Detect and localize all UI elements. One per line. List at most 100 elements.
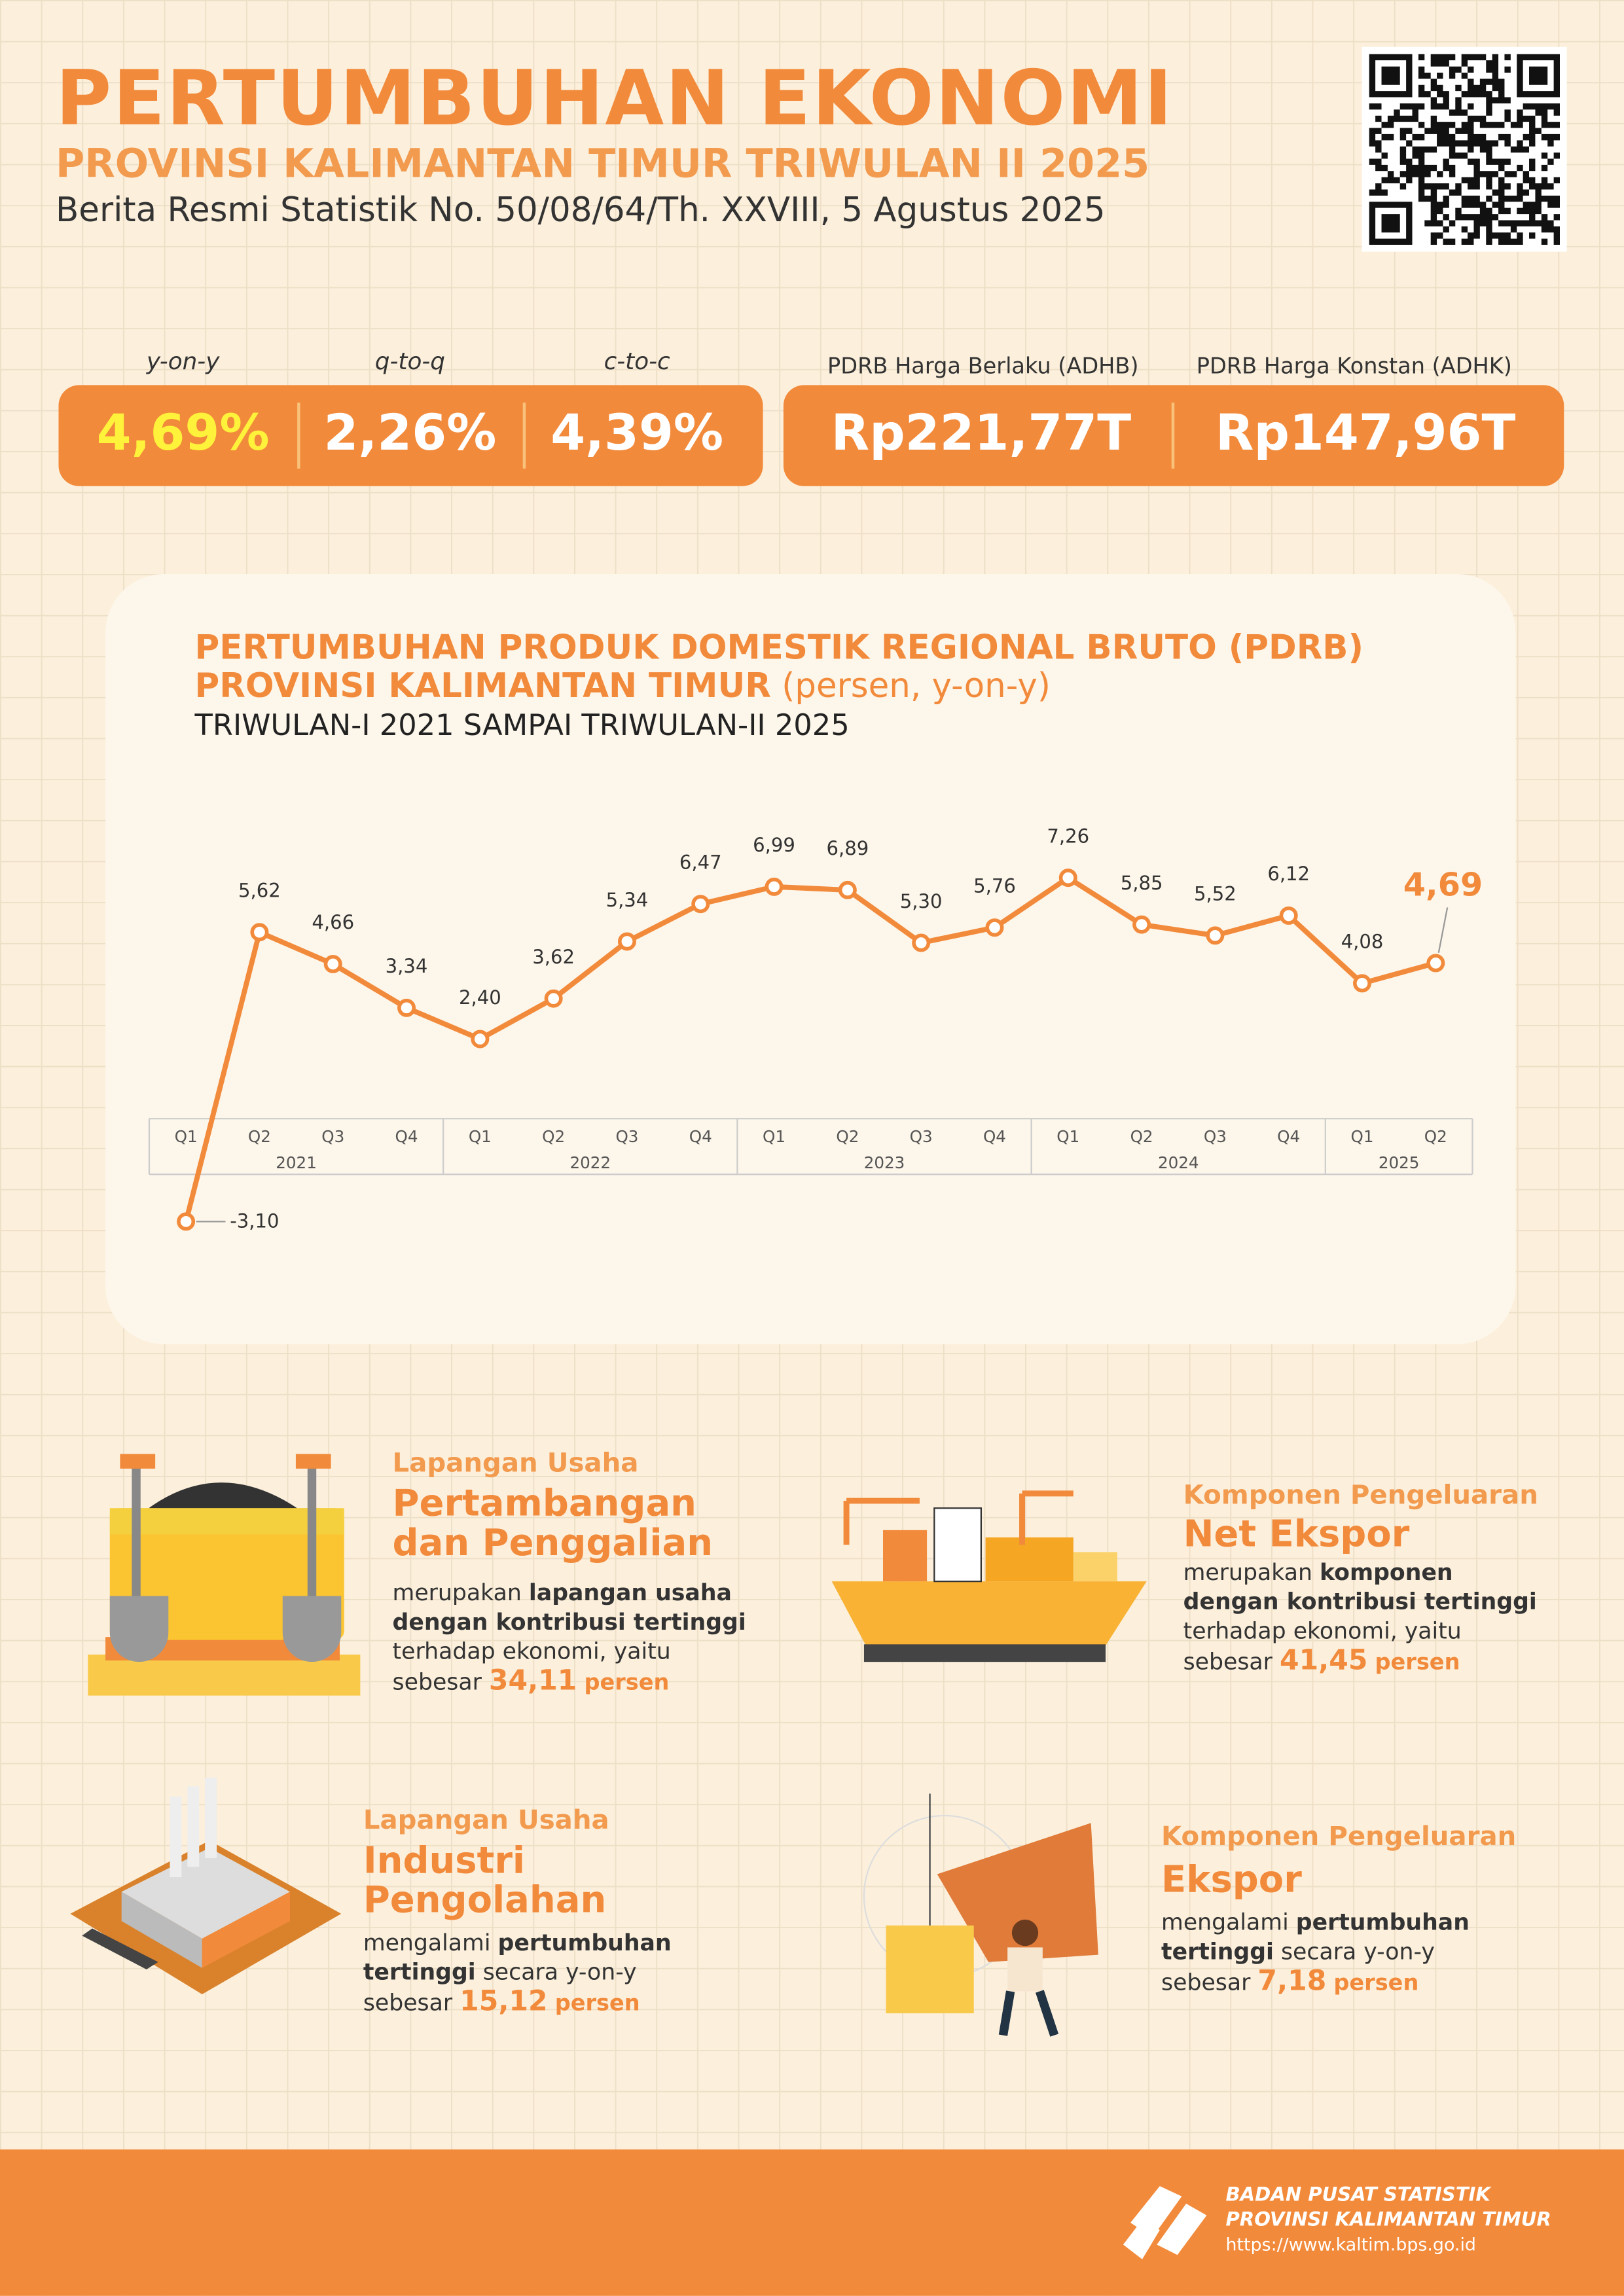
value-label: 6,89 <box>826 837 869 859</box>
value-label: 5,52 <box>1194 883 1236 905</box>
card-title: Ekspor <box>1161 1857 1302 1901</box>
point <box>1353 974 1371 993</box>
body-text: mengalami <box>1161 1909 1289 1936</box>
value-label: 4,69 <box>1403 866 1483 904</box>
release: Berita Resmi Statistik No. 50/08/64/Th. … <box>56 192 1106 230</box>
chart-subtitle: TRIWULAN-I 2021 SAMPAI TRIWULAN-II 2025 <box>194 707 850 743</box>
chart-title: PROVINSI KALIMANTAN TIMUR (persen, y-on-… <box>195 668 1051 706</box>
x-tick-label: Q2 <box>248 1127 271 1146</box>
x-tick-label: Q1 <box>1350 1127 1373 1146</box>
ship-bow <box>937 1823 1098 1962</box>
qr-code <box>1362 46 1567 252</box>
chimney <box>170 1796 182 1878</box>
card-value: 15,12 <box>460 1985 548 2018</box>
shovel-handle <box>307 1456 317 1633</box>
x-tick-label: Q2 <box>1424 1127 1447 1146</box>
grip <box>120 1454 156 1469</box>
footer <box>0 2149 1624 2296</box>
card-title: Pertambangan dan Penggalian <box>392 1481 713 1564</box>
growth-label: y-on-y <box>146 347 220 375</box>
cart-rim <box>109 1508 344 1535</box>
container <box>985 1537 1074 1582</box>
body-text: merupakan <box>392 1579 522 1607</box>
point <box>1132 915 1151 934</box>
x-tick-label: Q4 <box>689 1127 712 1146</box>
footer-region: PROVINSI KALIMANTAN TIMUR <box>1225 2209 1551 2232</box>
worker-legs <box>998 1990 1059 2037</box>
x-tick-label: Q3 <box>321 1127 344 1146</box>
value-label: -3,10 <box>230 1210 279 1232</box>
ship-illustration <box>831 1490 1147 1662</box>
point <box>1426 954 1445 973</box>
card-body: merupakan lapangan usaha dengan kontribu… <box>393 1579 759 1697</box>
x-tick-label: Q4 <box>983 1127 1006 1146</box>
point <box>912 933 931 952</box>
point <box>250 923 269 942</box>
point <box>177 1212 196 1231</box>
card-unit: persen <box>554 1990 640 2017</box>
chimney <box>205 1777 217 1858</box>
point <box>397 998 416 1017</box>
body-text: terhadap ekonomi, yaitu sebesar <box>1183 1618 1462 1676</box>
divider <box>297 403 300 469</box>
body-text: mengalami <box>363 1929 491 1956</box>
x-tick-label: Q4 <box>1277 1127 1300 1146</box>
trucks <box>82 1928 158 1969</box>
growth-label: q-to-q <box>374 347 445 375</box>
chimney <box>187 1786 200 1867</box>
x-tick-label: Q2 <box>1130 1127 1153 1146</box>
value-label: 5,76 <box>973 874 1016 897</box>
pdrb-value: Rp147,96T <box>1215 404 1516 463</box>
point <box>1058 869 1077 888</box>
wall <box>121 1892 202 1968</box>
x-tick-label: Q3 <box>910 1127 933 1146</box>
value-label: 6,47 <box>679 852 722 874</box>
container <box>883 1530 928 1582</box>
card-unit: persen <box>584 1669 670 1696</box>
value-label: 2,40 <box>459 986 501 1009</box>
chart-unit: (persen, y-on-y) <box>782 668 1051 706</box>
card-unit: persen <box>1333 1969 1419 1996</box>
point <box>1279 906 1298 925</box>
card-kicker: Komponen Pengeluaran <box>1161 1821 1517 1852</box>
x-tick-label: Q1 <box>1056 1127 1079 1146</box>
worker-head <box>1011 1919 1039 1946</box>
body-text: merupakan <box>1183 1559 1312 1586</box>
year-label: 2024 <box>1158 1153 1199 1172</box>
year-label: 2022 <box>569 1153 611 1172</box>
x-tick-label: Q1 <box>175 1127 198 1146</box>
body-text: secara y-on-y sebesar <box>1161 1938 1435 1996</box>
shovel-handle <box>132 1456 141 1633</box>
card-body: mengalami pertumbuhan tertinggi secara y… <box>363 1928 700 2017</box>
year-label: 2023 <box>864 1153 905 1172</box>
value-label: 6,12 <box>1267 863 1310 885</box>
body-bold: pertumbuhan tertinggi <box>363 1929 672 1986</box>
mining-illustration <box>88 1454 361 1696</box>
point <box>617 932 636 951</box>
card-value: 34,11 <box>488 1664 577 1697</box>
card-kicker: Lapangan Usaha <box>363 1805 609 1837</box>
coal <box>139 1482 308 1516</box>
divider <box>522 403 526 469</box>
value-label: 4,08 <box>1341 931 1384 953</box>
divider <box>1171 403 1175 469</box>
card-body: merupakan komponen dengan kontribusi ter… <box>1183 1558 1549 1676</box>
logo-shape <box>1123 2186 1207 2259</box>
body-bold: lapangan usaha dengan kontribusi terting… <box>392 1579 746 1636</box>
grip <box>295 1454 331 1469</box>
card-kicker: Lapangan Usaha <box>392 1448 639 1479</box>
x-tick-label: Q1 <box>763 1127 785 1146</box>
leader-line <box>1437 907 1449 953</box>
pdrb-value: Rp221,77T <box>831 404 1132 463</box>
value-label: 3,34 <box>386 955 428 977</box>
card-kicker: Komponen Pengeluaran <box>1183 1480 1538 1511</box>
chart-title: PERTUMBUHAN PRODUK DOMESTIK REGIONAL BRU… <box>194 629 1364 668</box>
point <box>691 895 710 914</box>
factory-illustration <box>70 1777 342 1994</box>
value-label: 3,62 <box>532 946 575 968</box>
chart: Q1 Q2 Q3 Q4 Q1 Q2 Q3 Q4 Q1 Q2 Q3 Q4 Q1 Q2 Q3 Q4 Q1 Q2 2021… <box>148 825 1483 1232</box>
point <box>323 954 342 973</box>
crane <box>843 1490 1074 1545</box>
container <box>1073 1552 1117 1582</box>
